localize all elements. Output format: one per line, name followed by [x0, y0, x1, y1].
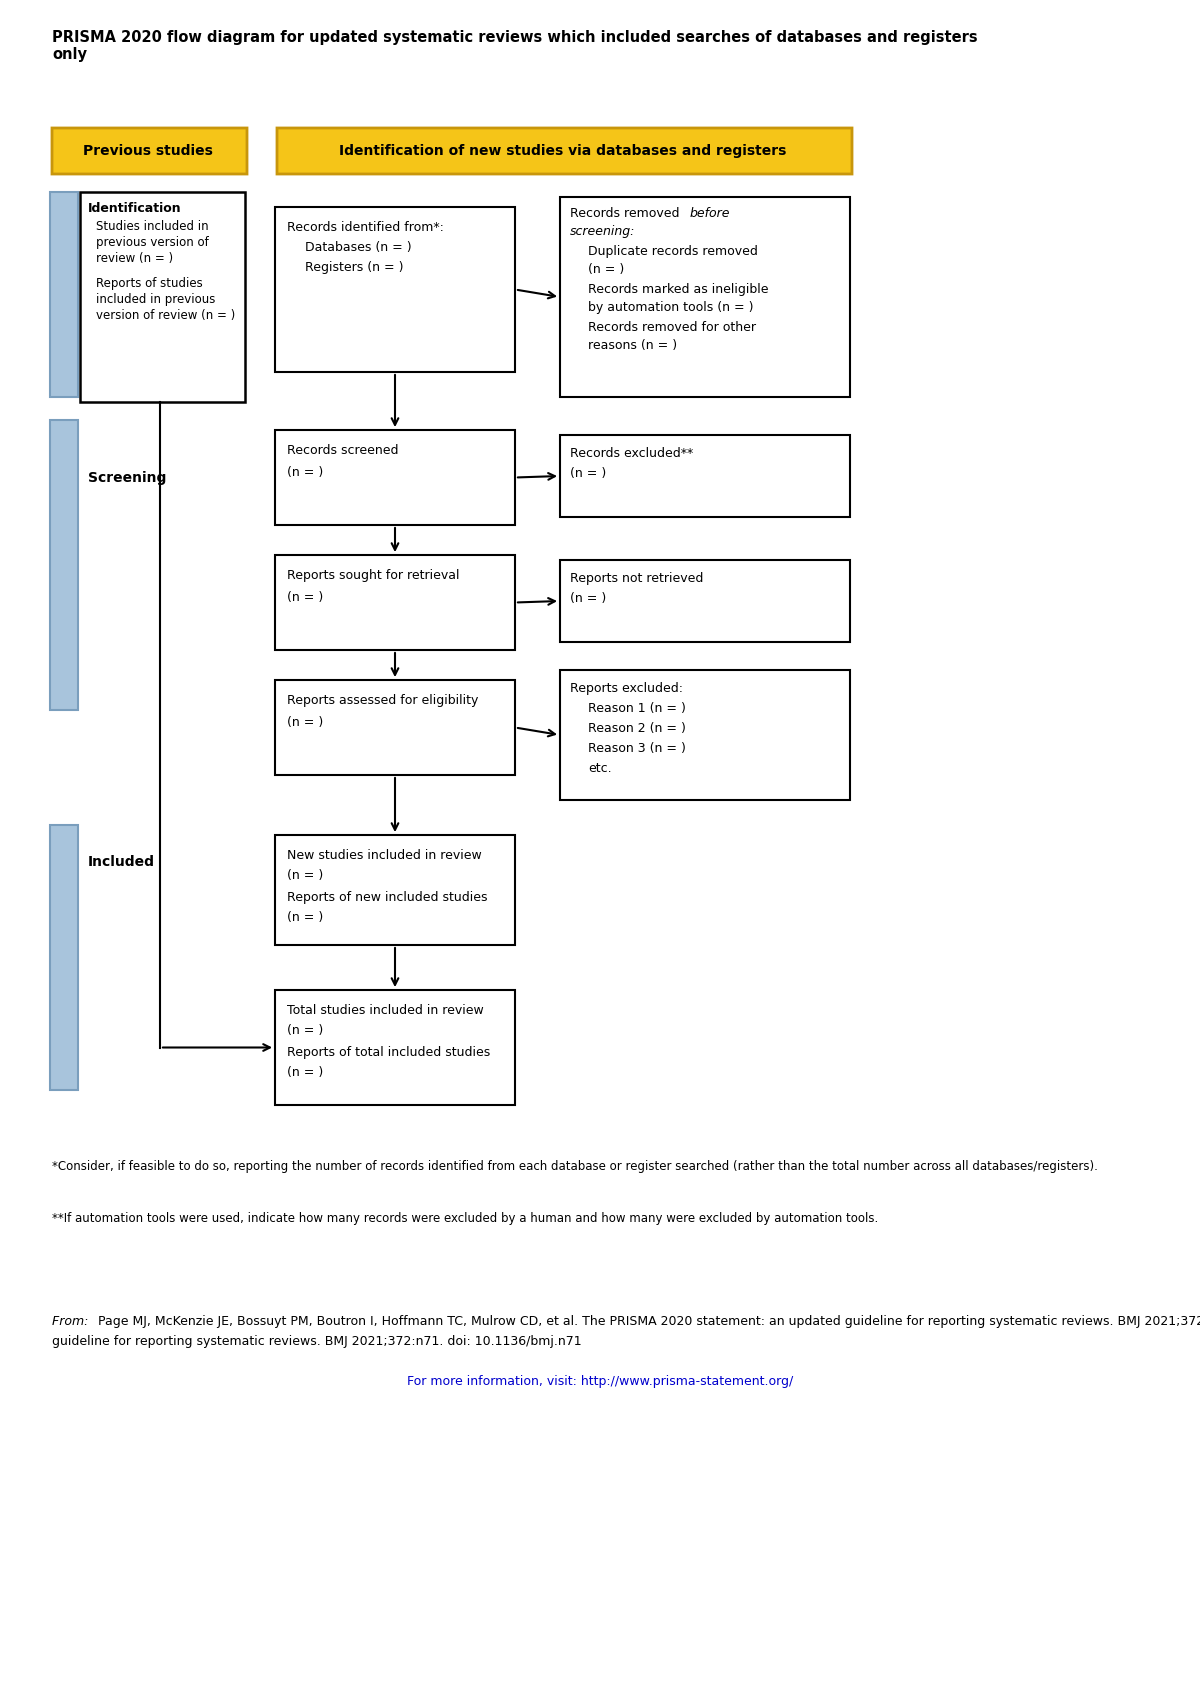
Text: Page MJ, McKenzie JE, Bossuyt PM, Boutron I, Hoffmann TC, Mulrow CD, et al. The : Page MJ, McKenzie JE, Bossuyt PM, Boutro… [94, 1314, 1200, 1328]
Bar [50, 825, 78, 1090]
Text: Records removed: Records removed [570, 207, 684, 221]
Text: included in previous: included in previous [96, 294, 215, 306]
Text: Records screened: Records screened [287, 443, 398, 457]
Text: Records marked as ineligible: Records marked as ineligible [588, 284, 768, 295]
Text: Identification: Identification [88, 202, 181, 216]
Text: Reports of new included studies: Reports of new included studies [287, 891, 487, 903]
Bar [275, 835, 515, 946]
Text: Identification of new studies via databases and registers: Identification of new studies via databa… [338, 144, 786, 158]
Text: reasons (n = ): reasons (n = ) [588, 340, 677, 351]
Text: Screening: Screening [88, 470, 167, 484]
Bar [560, 671, 850, 800]
Text: (n = ): (n = ) [287, 591, 323, 604]
Text: Records identified from*:: Records identified from*: [287, 221, 444, 234]
Text: Reason 3 (n = ): Reason 3 (n = ) [588, 742, 686, 756]
Text: (n = ): (n = ) [287, 912, 323, 924]
Text: Duplicate records removed: Duplicate records removed [588, 245, 758, 258]
Bar [275, 207, 515, 372]
Text: review (n = ): review (n = ) [96, 251, 173, 265]
Text: (n = ): (n = ) [287, 869, 323, 881]
Text: Records excluded**: Records excluded** [570, 447, 694, 460]
Text: New studies included in review: New studies included in review [287, 849, 481, 863]
Text: From:: From: [52, 1314, 92, 1328]
Text: Databases (n = ): Databases (n = ) [305, 241, 412, 255]
Text: (n = ): (n = ) [588, 263, 624, 277]
Text: screening:: screening: [570, 226, 635, 238]
Text: before: before [690, 207, 731, 221]
Bar [50, 419, 78, 710]
Bar [50, 192, 78, 397]
Text: Included: Included [88, 856, 155, 869]
FancyBboxPatch shape [277, 127, 852, 173]
Bar [275, 990, 515, 1105]
Text: Previous studies: Previous studies [83, 144, 212, 158]
Text: (n = ): (n = ) [287, 1024, 323, 1037]
Text: Reports of studies: Reports of studies [96, 277, 203, 290]
Text: Reports of total included studies: Reports of total included studies [287, 1046, 491, 1060]
Text: (n = ): (n = ) [287, 465, 323, 479]
Text: version of review (n = ): version of review (n = ) [96, 309, 235, 323]
Text: Total studies included in review: Total studies included in review [287, 1004, 484, 1017]
Text: (n = ): (n = ) [287, 717, 323, 728]
Bar [560, 560, 850, 642]
Text: (n = ): (n = ) [287, 1066, 323, 1078]
Bar [560, 197, 850, 397]
Text: etc.: etc. [588, 762, 612, 774]
Text: guideline for reporting systematic reviews. BMJ 2021;372:n71. doi: 10.1136/bmj.n: guideline for reporting systematic revie… [52, 1335, 582, 1348]
Text: PRISMA 2020 flow diagram for updated systematic reviews which included searches : PRISMA 2020 flow diagram for updated sys… [52, 31, 978, 63]
Text: *Consider, if feasible to do so, reporting the number of records identified from: *Consider, if feasible to do so, reporti… [52, 1160, 1098, 1173]
Text: Reports excluded:: Reports excluded: [570, 683, 683, 694]
Bar [275, 555, 515, 650]
Text: Reason 2 (n = ): Reason 2 (n = ) [588, 722, 686, 735]
Text: **If automation tools were used, indicate how many records were excluded by a hu: **If automation tools were used, indicat… [52, 1212, 878, 1224]
Text: previous version of: previous version of [96, 236, 209, 250]
Bar [275, 679, 515, 774]
Text: by automation tools (n = ): by automation tools (n = ) [588, 301, 754, 314]
Text: Reason 1 (n = ): Reason 1 (n = ) [588, 701, 686, 715]
Text: Records removed for other: Records removed for other [588, 321, 756, 335]
Text: For more information, visit: http://www.prisma-statement.org/: For more information, visit: http://www.… [407, 1375, 793, 1387]
Text: (n = ): (n = ) [570, 593, 606, 604]
Bar [560, 435, 850, 516]
Text: Registers (n = ): Registers (n = ) [305, 261, 403, 273]
Bar [80, 192, 245, 402]
Text: Reports sought for retrieval: Reports sought for retrieval [287, 569, 460, 582]
Text: Reports assessed for eligibility: Reports assessed for eligibility [287, 694, 479, 706]
FancyBboxPatch shape [52, 127, 247, 173]
Text: Studies included in: Studies included in [96, 221, 209, 233]
Text: Reports not retrieved: Reports not retrieved [570, 572, 703, 586]
Text: (n = ): (n = ) [570, 467, 606, 481]
Bar [275, 430, 515, 525]
